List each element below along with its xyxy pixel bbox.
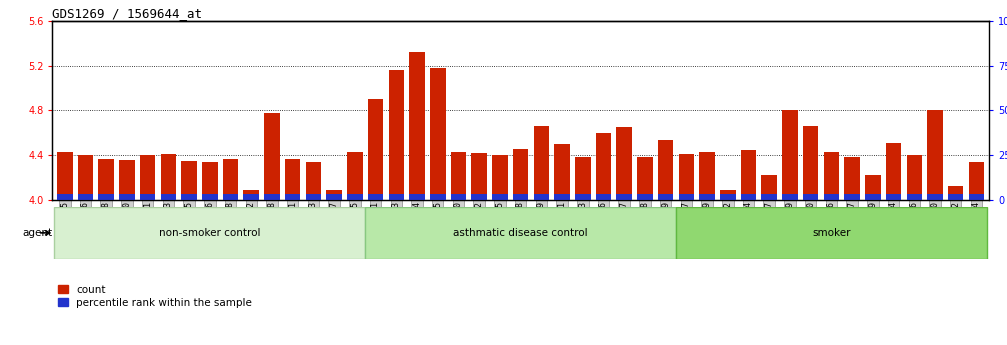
Bar <box>181 194 197 200</box>
Bar <box>658 139 674 200</box>
Bar <box>99 159 114 200</box>
Bar <box>78 155 94 200</box>
Bar <box>285 159 300 200</box>
Bar <box>264 112 280 200</box>
Bar <box>699 194 715 200</box>
Bar <box>223 159 239 200</box>
Bar <box>430 68 445 200</box>
Bar <box>389 70 404 200</box>
Bar <box>244 190 259 200</box>
Bar <box>844 194 860 200</box>
Bar <box>492 155 508 200</box>
Bar <box>223 194 239 200</box>
Bar <box>244 194 259 200</box>
Bar <box>513 148 529 200</box>
Bar <box>616 127 632 200</box>
Bar <box>140 194 155 200</box>
Bar <box>824 194 839 200</box>
Bar <box>679 154 694 200</box>
Bar <box>389 194 404 200</box>
Bar <box>161 154 176 200</box>
Bar <box>181 161 197 200</box>
Bar <box>78 194 94 200</box>
Bar <box>534 194 549 200</box>
Bar <box>844 157 860 200</box>
Bar <box>430 194 445 200</box>
Bar <box>803 194 819 200</box>
Bar <box>409 52 425 200</box>
Bar <box>969 162 984 200</box>
Bar <box>99 194 114 200</box>
Bar <box>927 110 943 200</box>
Bar <box>471 153 487 200</box>
Text: GDS1269 / 1569644_at: GDS1269 / 1569644_at <box>52 7 202 20</box>
Bar <box>119 194 135 200</box>
Bar <box>782 194 798 200</box>
Bar <box>803 126 819 200</box>
Bar <box>326 194 342 200</box>
Bar <box>513 194 529 200</box>
Bar <box>948 194 964 200</box>
Bar <box>761 175 777 200</box>
Bar <box>161 194 176 200</box>
Bar <box>948 186 964 200</box>
Bar <box>679 194 694 200</box>
Bar <box>637 194 653 200</box>
Bar <box>616 194 632 200</box>
Bar <box>368 99 384 200</box>
Bar <box>906 194 922 200</box>
Bar <box>57 152 73 200</box>
Text: asthmatic disease control: asthmatic disease control <box>453 228 588 238</box>
Bar <box>637 157 653 200</box>
Bar <box>720 190 735 200</box>
Bar <box>575 157 590 200</box>
Bar <box>824 152 839 200</box>
Bar <box>575 194 590 200</box>
Bar <box>658 194 674 200</box>
Bar <box>906 155 922 200</box>
Bar <box>471 194 487 200</box>
Bar <box>865 175 880 200</box>
Bar <box>264 194 280 200</box>
Bar <box>326 190 342 200</box>
Bar <box>140 155 155 200</box>
Bar <box>451 194 466 200</box>
Bar <box>285 194 300 200</box>
Bar <box>865 194 880 200</box>
Bar <box>366 207 676 259</box>
Bar <box>368 194 384 200</box>
Bar <box>534 126 549 200</box>
Bar <box>409 194 425 200</box>
Bar <box>347 152 363 200</box>
Bar <box>306 194 321 200</box>
Bar <box>741 150 756 200</box>
Bar <box>554 194 570 200</box>
Bar <box>202 162 218 200</box>
Bar <box>596 194 611 200</box>
Bar <box>927 194 943 200</box>
Bar <box>451 152 466 200</box>
Bar <box>720 194 735 200</box>
Legend: count, percentile rank within the sample: count, percentile rank within the sample <box>57 285 252 308</box>
Bar <box>54 207 366 259</box>
Bar <box>554 144 570 200</box>
Bar <box>886 194 901 200</box>
Bar <box>969 194 984 200</box>
Bar <box>492 194 508 200</box>
Text: non-smoker control: non-smoker control <box>159 228 261 238</box>
Text: agent: agent <box>22 228 52 238</box>
Bar <box>782 110 798 200</box>
Bar <box>676 207 987 259</box>
Text: smoker: smoker <box>813 228 851 238</box>
Bar <box>347 194 363 200</box>
Bar <box>741 194 756 200</box>
Bar <box>596 133 611 200</box>
Bar <box>886 143 901 200</box>
Bar <box>699 152 715 200</box>
Bar <box>119 160 135 200</box>
Bar <box>202 194 218 200</box>
Bar <box>761 194 777 200</box>
Bar <box>306 162 321 200</box>
Bar <box>57 194 73 200</box>
